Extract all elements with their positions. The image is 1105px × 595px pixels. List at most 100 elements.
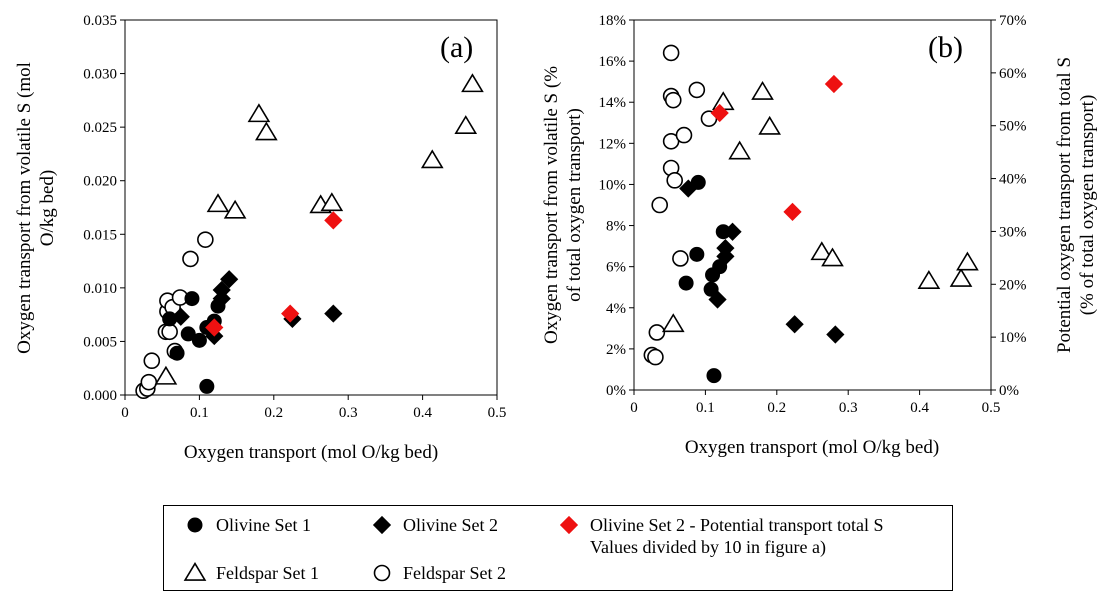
panel-label-b: (b) (928, 31, 963, 64)
y2-tick-label-b-6: 60% (999, 66, 1027, 82)
point-b-olivine-set-2-6 (826, 325, 845, 344)
y-tick-label-b-7: 14% (599, 95, 627, 111)
point-b-feldspar-set-1-6 (821, 247, 844, 267)
legend-sublabel-olivine-set-2-potential: Values divided by 10 in figure a) (590, 537, 826, 557)
point-a-olivine-set-1-1 (180, 326, 196, 342)
legend-marker-olivine-set-1 (187, 517, 203, 533)
point-a-olivine-set-2-potential-transport-total-s-2 (324, 211, 343, 230)
y2-tick-label-b-5: 50% (999, 119, 1027, 135)
point-b-feldspar-set-1-8 (949, 267, 973, 287)
point-b-feldspar-set-1-1 (711, 91, 735, 111)
point-a-olivine-set-2-0 (171, 307, 190, 326)
legend-symbol-olivine-set-1 (187, 517, 203, 533)
point-b-olivine-set-1-2 (678, 275, 694, 291)
legend-marker-feldspar-set-2 (373, 564, 391, 582)
point-a-feldspar-set-2-3 (143, 352, 161, 370)
y-axis-label-b-line1: Oxygen transport from volatile S (% (541, 66, 562, 344)
point-b-feldspar-set-2-11 (675, 126, 693, 144)
point-a-olivine-set-1-7 (199, 378, 215, 394)
x-tick-label-a-4: 0.4 (413, 405, 432, 421)
x-tick-label-b-4: 0.4 (910, 400, 929, 416)
legend-item-olivine-set-2: Olivine Set 2 (369, 514, 498, 536)
x-tick-label-b-3: 0.3 (839, 400, 858, 416)
point-b-feldspar-set-2-2 (648, 324, 666, 341)
point-a-feldspar-set-2-11 (182, 250, 199, 268)
panel-b: (b) 0 0.1 0.2 0.3 0.4 0.50%2%4%6%8%10%12%14%1… (541, 13, 1098, 458)
y-tick-label-a-2: 0.010 (83, 281, 117, 297)
legend-label-feldspar-set-1: Feldspar Set 1 (216, 563, 319, 583)
plot-area-a (124, 19, 498, 396)
y-tick-label-a-3: 0.015 (83, 227, 117, 243)
y-tick-label-a-4: 0.020 (83, 174, 117, 190)
legend-symbol-olivine-set-2-potential-transport-total-s (559, 515, 579, 535)
y-tick-label-b-9: 18% (599, 13, 627, 29)
panel-label-a: (a) (440, 31, 473, 64)
panel-a: (a) 0 0.1 0.2 0.3 0.4 0.5 0.000 0.005 0.010 0.015… (14, 13, 506, 463)
y2-tick-label-b-0: 0% (999, 383, 1019, 399)
plot-area-b (633, 19, 992, 391)
x-tick-label-a-5: 0.5 (488, 405, 507, 421)
y-tick-label-b-0: 0% (606, 383, 626, 399)
point-a-olivine-set-2-3 (212, 280, 231, 300)
point-a-feldspar-set-1-3 (247, 103, 271, 123)
y2-axis-label-b-line2: (% of total oxygen transport) (1077, 95, 1098, 316)
legend-label-olivine-set-2: Olivine Set 2 (403, 515, 498, 535)
y-tick-label-a-5: 0.025 (83, 120, 117, 136)
point-b-olivine-set-2-4 (723, 222, 742, 241)
point-b-olivine-set-2-potential-transport-total-s-0 (710, 103, 729, 123)
y2-tick-label-b-3: 30% (999, 224, 1027, 240)
legend: Olivine Set 1 Olivine Set 2 Olivine Set … (163, 505, 953, 591)
y-tick-label-b-1: 2% (606, 342, 626, 358)
point-b-olivine-set-1-7 (706, 368, 722, 384)
point-b-olivine-set-1-0 (690, 174, 706, 190)
legend-label-olivine-set-1: Olivine Set 1 (216, 515, 311, 535)
point-a-olivine-set-2-6 (324, 304, 343, 323)
x-tick-label-a-2: 0.2 (264, 405, 283, 421)
y2-tick-label-b-4: 40% (999, 172, 1027, 188)
point-b-feldspar-set-2-10 (672, 250, 689, 267)
legend-symbol-feldspar-set-2 (373, 564, 391, 582)
point-b-feldspar-set-1-3 (751, 80, 774, 100)
x-tick-label-a-1: 0.1 (190, 405, 209, 421)
point-b-feldspar-set-1-9 (956, 251, 979, 271)
y2-tick-label-b-1: 10% (999, 330, 1027, 346)
y-tick-label-b-3: 6% (606, 260, 626, 276)
y-axis-label-b-line2: of total oxygen transport) (564, 108, 585, 302)
point-a-feldspar-set-2-7 (161, 323, 178, 341)
x-tick-label-b-1: 0.1 (696, 400, 715, 416)
point-a-olivine-set-2-4 (220, 270, 239, 289)
y2-tick-label-b-2: 20% (999, 277, 1027, 293)
point-b-olivine-set-2-0 (679, 179, 698, 198)
point-b-olivine-set-1-1 (689, 246, 705, 262)
point-b-feldspar-set-1-4 (758, 115, 781, 135)
points-a (135, 73, 484, 400)
y-tick-label-b-4: 8% (606, 219, 626, 235)
point-b-olivine-set-2-potential-transport-total-s-1 (783, 202, 802, 221)
point-b-olivine-set-2-1 (708, 290, 727, 309)
point-a-feldspar-set-2-2 (140, 373, 158, 391)
point-b-feldspar-set-2-3 (651, 196, 669, 214)
y-tick-label-a-0: 0.000 (83, 388, 117, 404)
point-a-feldspar-set-1-7 (420, 149, 444, 169)
point-a-olivine-set-2-potential-transport-total-s-1 (281, 304, 300, 323)
y-tick-label-a-6: 0.030 (83, 67, 117, 83)
y-axis-label-a-line2: O/kg bed) (37, 170, 58, 247)
y-tick-label-b-5: 10% (599, 177, 627, 193)
y2-axis-label-b-line1: Potential oxygen transport from total S (1054, 57, 1075, 353)
y-tick-label-a-7: 0.035 (83, 13, 117, 29)
point-a-feldspar-set-1-1 (206, 193, 230, 213)
point-b-feldspar-set-2-6 (664, 91, 682, 109)
y-tick-label-a-1: 0.005 (83, 334, 117, 350)
legend-label-olivine-set-2-potential: Olivine Set 2 - Potential transport tota… (590, 515, 884, 535)
legend-item-olivine-set-2-potential: Olivine Set 2 - Potential transport tota… (556, 514, 883, 558)
point-b-feldspar-set-1-7 (917, 270, 941, 289)
legend-marker-olivine-set-2 (372, 515, 392, 535)
point-b-olivine-set-2-3 (716, 239, 735, 258)
point-a-olivine-set-1-0 (184, 291, 200, 307)
point-b-feldspar-set-2-1 (647, 348, 664, 366)
point-b-feldspar-set-1-2 (728, 140, 752, 160)
x-axis-label-b: Oxygen transport (mol O/kg bed) (685, 437, 939, 458)
x-tick-label-a-0: 0 (121, 405, 129, 421)
point-a-olivine-set-1-2 (169, 345, 185, 361)
